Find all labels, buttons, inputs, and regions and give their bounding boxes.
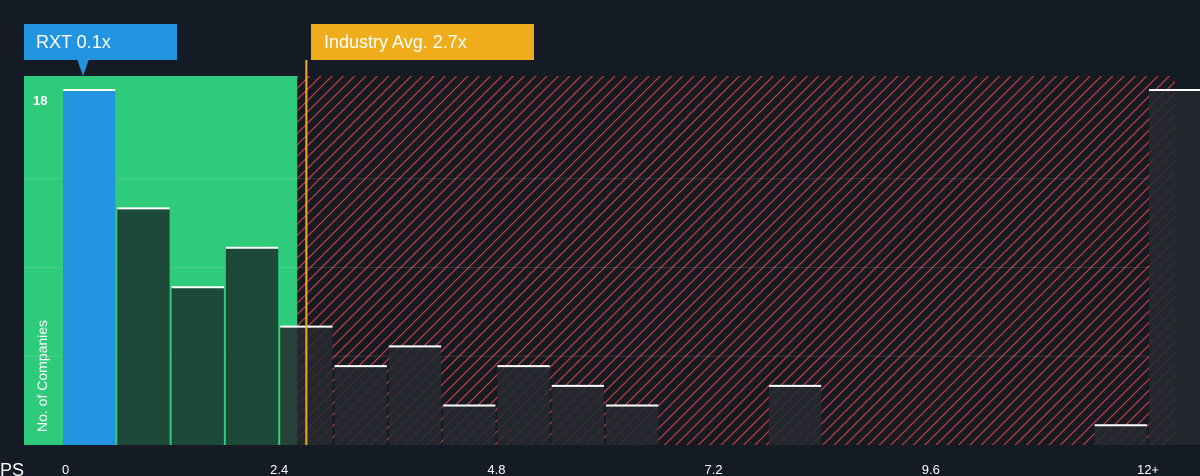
y-axis-title: No. of Companies (34, 320, 50, 432)
histogram-bar (606, 405, 659, 445)
histogram-bar (225, 247, 279, 445)
histogram-bar (551, 385, 604, 445)
x-axis-title: PS (0, 460, 24, 476)
industry-avg-callout-label: Industry Avg. 2.7x (324, 32, 467, 52)
histogram-bar (388, 346, 442, 445)
x-tick-label: 4.8 (487, 462, 505, 476)
x-tick-label: 2.4 (270, 462, 288, 476)
rxt-callout-pointer (77, 59, 90, 76)
industry-avg-callout-box (311, 24, 534, 60)
histogram-bar (768, 385, 822, 445)
y-tick-label-max: 18 (33, 93, 47, 108)
x-tick-label: 0 (62, 462, 69, 476)
overvalued-zone (297, 76, 1175, 445)
histogram-bar (171, 287, 224, 445)
histogram-bar (117, 208, 170, 445)
rxt-callout-box (24, 24, 177, 60)
histogram-bar (1094, 425, 1147, 445)
rxt-callout-label: RXT 0.1x (36, 32, 111, 52)
histogram-bar (497, 366, 550, 445)
histogram-bar (334, 366, 387, 445)
x-tick-label: 12+ (1137, 462, 1159, 476)
histogram-bar (443, 405, 496, 445)
histogram-bar (63, 90, 116, 445)
x-tick-label: 7.2 (705, 462, 723, 476)
histogram-bar (1149, 90, 1200, 445)
x-tick-label: 9.6 (922, 462, 940, 476)
